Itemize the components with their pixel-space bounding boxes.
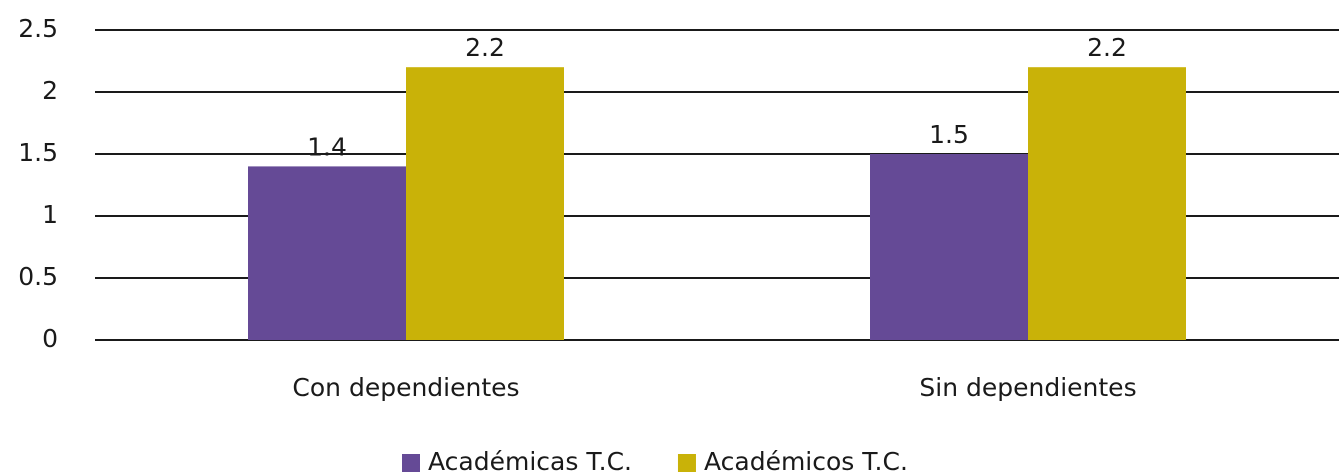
data-label: 2.2 xyxy=(465,33,505,62)
y-tick-label: 1.5 xyxy=(18,138,58,167)
bar xyxy=(406,67,564,340)
data-label: 1.5 xyxy=(929,120,969,149)
legend-label: Académicas T.C. xyxy=(428,447,632,473)
bar xyxy=(870,154,1028,340)
y-tick-label: 2.5 xyxy=(18,14,58,43)
x-tick-label: Sin dependientes xyxy=(919,373,1136,402)
bar xyxy=(1028,67,1186,340)
y-tick-label: 2 xyxy=(42,76,58,105)
y-tick-label: 0 xyxy=(42,324,58,353)
data-label: 2.2 xyxy=(1087,33,1127,62)
legend: Académicas T.C. Académicos T.C. xyxy=(402,447,908,473)
x-tick-label: Con dependientes xyxy=(292,373,519,402)
data-label: 1.4 xyxy=(307,132,347,161)
y-tick-label: 0.5 xyxy=(18,262,58,291)
legend-swatch xyxy=(402,454,420,472)
legend-swatch xyxy=(677,454,696,472)
y-tick-label: 1 xyxy=(42,200,58,229)
bar xyxy=(248,166,406,340)
legend-label: Académicos T.C. xyxy=(704,447,908,473)
